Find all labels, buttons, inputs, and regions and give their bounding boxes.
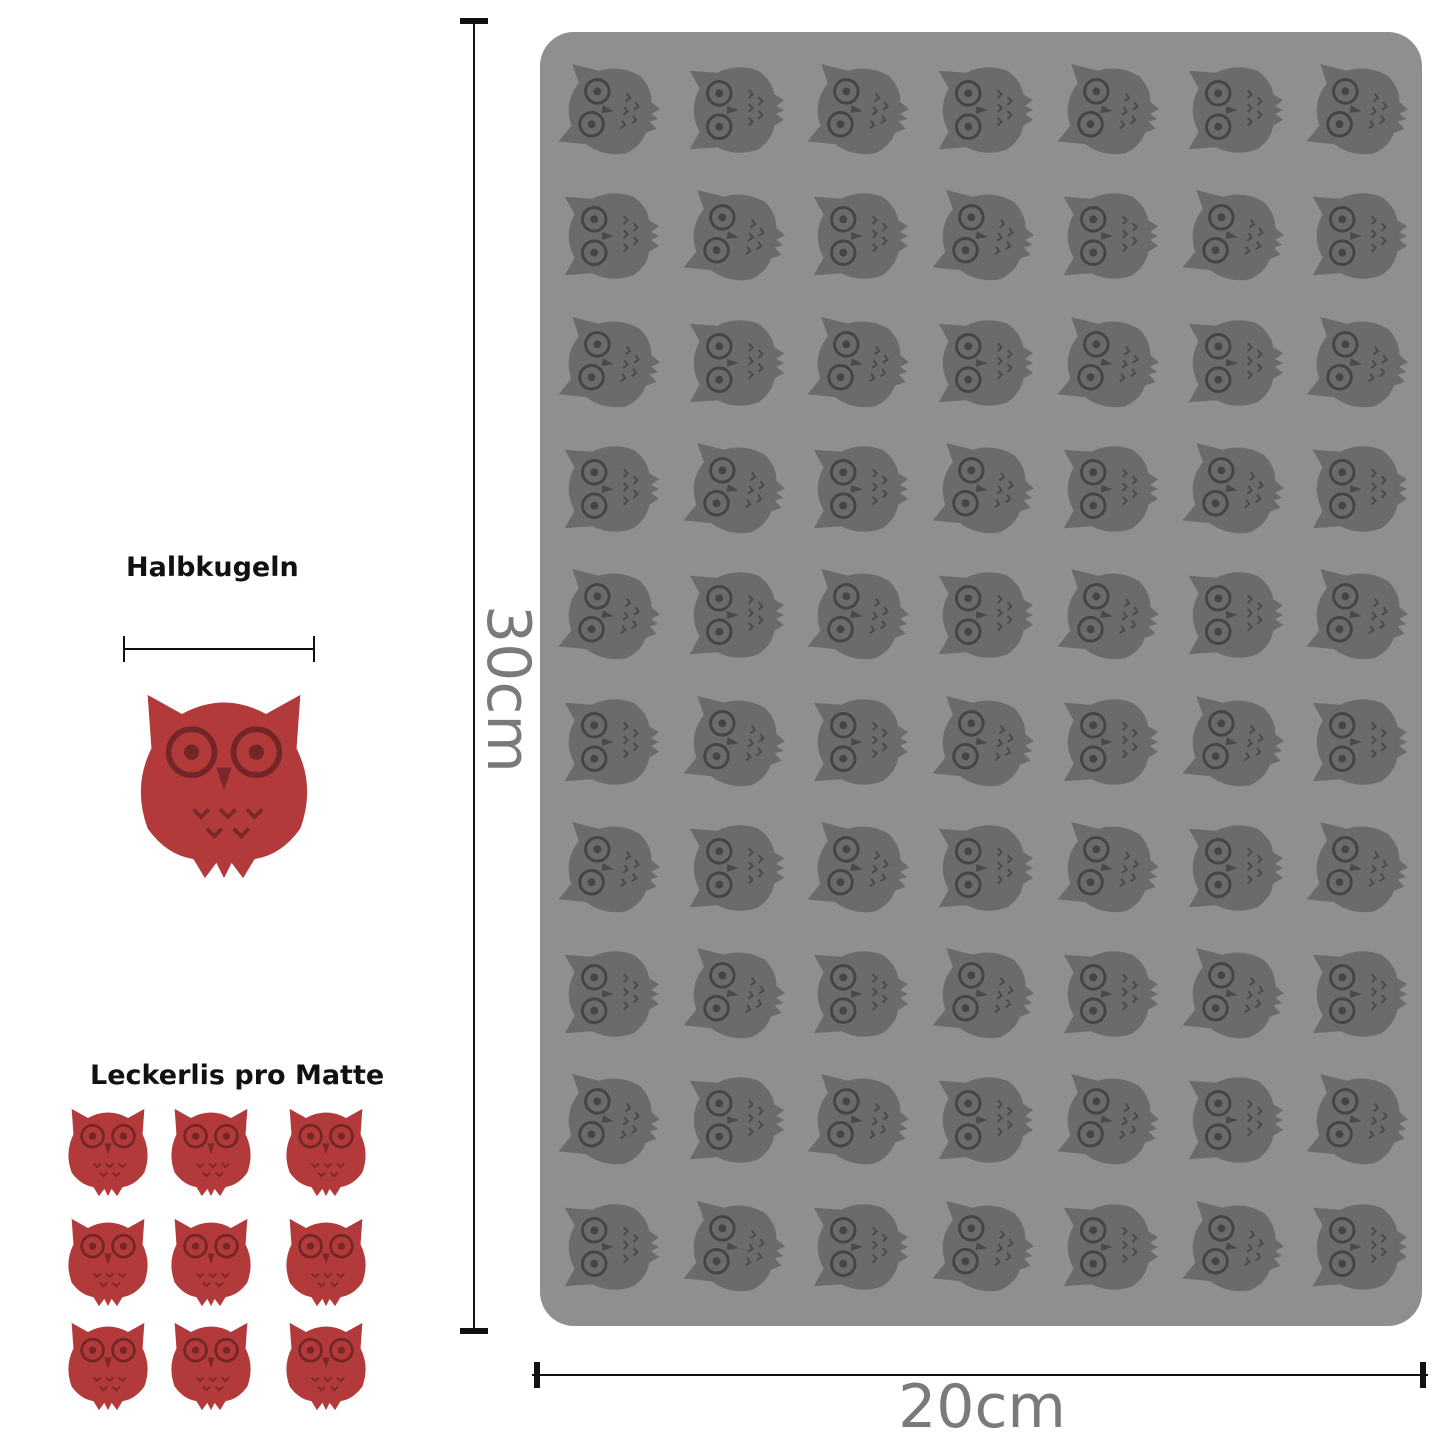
owl-cavity bbox=[669, 677, 795, 806]
owl-cavity bbox=[793, 1056, 919, 1185]
owl-cavity bbox=[1043, 298, 1169, 427]
owl-treat-variant bbox=[163, 1208, 259, 1308]
owl-cavity bbox=[1043, 551, 1169, 680]
owl-treat-variant bbox=[60, 1098, 156, 1198]
owl-treat-variant bbox=[60, 1312, 156, 1412]
owl-cavity bbox=[1177, 54, 1285, 166]
treat-width-dimension bbox=[123, 636, 315, 662]
owl-cavity bbox=[1043, 803, 1169, 932]
owl-cavity bbox=[1177, 307, 1285, 419]
owl-cavity bbox=[1292, 45, 1418, 174]
owl-cavity bbox=[1177, 812, 1285, 924]
owl-cavity bbox=[1168, 424, 1294, 553]
owl-cavity bbox=[1292, 1056, 1418, 1185]
owl-cavity bbox=[553, 686, 661, 798]
owl-cavity bbox=[802, 180, 910, 292]
owl-cavity bbox=[544, 45, 670, 174]
owl-cavity bbox=[1301, 433, 1409, 545]
owl-cavity bbox=[678, 307, 786, 419]
owl-cavity bbox=[678, 812, 786, 924]
silicone-mat bbox=[540, 32, 1422, 1326]
owl-cavity bbox=[1301, 686, 1409, 798]
height-dimension-line bbox=[460, 18, 488, 1334]
owl-cavity bbox=[544, 1056, 670, 1185]
owl-cavity bbox=[669, 1182, 795, 1311]
width-dimension-line bbox=[532, 1362, 1428, 1388]
owl-cavity bbox=[918, 930, 1044, 1059]
owl-cavity bbox=[793, 803, 919, 932]
width-label: 20cm bbox=[898, 1372, 1066, 1442]
owl-cavity bbox=[918, 1182, 1044, 1311]
owl-cavity bbox=[918, 677, 1044, 806]
owl-cavity bbox=[553, 938, 661, 1050]
owl-cavity bbox=[793, 298, 919, 427]
owl-cavity bbox=[927, 812, 1035, 924]
owl-cavity bbox=[802, 686, 910, 798]
owl-cavity bbox=[1292, 551, 1418, 680]
owl-cavity bbox=[1301, 180, 1409, 292]
owl-cavity bbox=[1301, 1191, 1409, 1303]
owl-cavity bbox=[1301, 938, 1409, 1050]
owl-cavity bbox=[669, 424, 795, 553]
owl-cavity bbox=[1052, 180, 1160, 292]
owl-cavity bbox=[793, 551, 919, 680]
owl-cavity bbox=[544, 803, 670, 932]
owl-cavity bbox=[1168, 1182, 1294, 1311]
owl-cavity bbox=[1168, 677, 1294, 806]
owl-cavity bbox=[553, 433, 661, 545]
owl-cavity bbox=[1052, 1191, 1160, 1303]
owl-cavity bbox=[1292, 803, 1418, 932]
owl-cavity bbox=[918, 172, 1044, 301]
owl-cavity bbox=[1292, 298, 1418, 427]
owl-cavity bbox=[1043, 1056, 1169, 1185]
owl-cavity bbox=[1177, 1064, 1285, 1176]
owl-cavity bbox=[927, 307, 1035, 419]
owl-cavity bbox=[1168, 172, 1294, 301]
owl-cavity bbox=[802, 433, 910, 545]
owl-cavity bbox=[927, 559, 1035, 671]
owl-cavity bbox=[1052, 433, 1160, 545]
owl-cavity bbox=[544, 551, 670, 680]
owl-cavity bbox=[678, 1064, 786, 1176]
treats-per-mat-label: Leckerlis pro Matte bbox=[90, 1060, 385, 1091]
owl-treat-variant bbox=[278, 1312, 374, 1412]
owl-treat-variant bbox=[278, 1208, 374, 1308]
owl-cavity bbox=[553, 1191, 661, 1303]
owl-cavity bbox=[918, 424, 1044, 553]
owl-cavity bbox=[669, 930, 795, 1059]
owl-cavity bbox=[1177, 559, 1285, 671]
owl-cavity bbox=[1052, 686, 1160, 798]
owl-cavity bbox=[927, 1064, 1035, 1176]
owl-cavity bbox=[802, 938, 910, 1050]
owl-cavity bbox=[678, 54, 786, 166]
owl-cavity bbox=[927, 54, 1035, 166]
owl-treat-variant bbox=[163, 1098, 259, 1198]
owl-treat-large-image bbox=[122, 672, 326, 882]
owl-cavity bbox=[669, 172, 795, 301]
owl-treat-variant bbox=[163, 1312, 259, 1412]
owl-cavity bbox=[1043, 45, 1169, 174]
owl-cavity bbox=[1168, 930, 1294, 1059]
owl-treat-variant bbox=[60, 1208, 156, 1308]
owl-cavity bbox=[793, 45, 919, 174]
owl-cavity bbox=[678, 559, 786, 671]
single-treat-label: Halbkugeln bbox=[126, 552, 299, 583]
owl-cavity bbox=[802, 1191, 910, 1303]
owl-treat-variant bbox=[278, 1098, 374, 1198]
owl-cavity bbox=[544, 298, 670, 427]
owl-cavity bbox=[553, 180, 661, 292]
owl-cavity bbox=[1052, 938, 1160, 1050]
height-label: 30cm bbox=[473, 605, 543, 773]
